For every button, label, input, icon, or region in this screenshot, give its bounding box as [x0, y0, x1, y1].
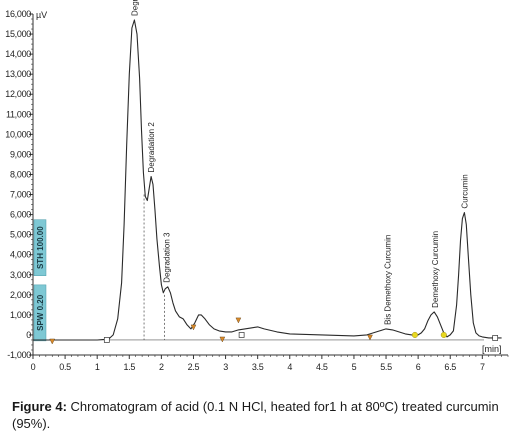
integration-marker: [238, 332, 245, 338]
integration-marker: [103, 337, 110, 343]
y-tick-label: 7,000: [10, 190, 31, 200]
y-tick-label: 8,000: [10, 169, 31, 179]
y-tick-label: 1,000: [10, 310, 31, 320]
peak-label: Curcumin: [460, 174, 469, 208]
y-tick-label: 9,000: [10, 149, 31, 159]
y-tick-label: 0: [26, 330, 31, 340]
integration-marker: [190, 324, 197, 331]
x-tick-label: 6.5: [444, 362, 456, 372]
x-tick-label: 3.5: [252, 362, 264, 372]
figure-caption: Figure 4: Chromatogram of acid (0.1 N HC…: [12, 398, 512, 432]
y-tick-label: 10,000: [5, 129, 31, 139]
y-tick-label: 2,000: [10, 290, 31, 300]
x-tick-label: 5.5: [380, 362, 392, 372]
y-tick-label: 5,000: [10, 230, 31, 240]
y-unit-label: µV: [36, 10, 47, 20]
chromatogram-trace: [33, 19, 502, 341]
integration-marker: [367, 334, 373, 341]
x-tick-label: 6: [416, 362, 421, 372]
peak-label: Degradation 1: [130, 0, 139, 16]
peak-label: Degradation 3: [163, 232, 172, 283]
y-tick-label: 3,000: [10, 270, 31, 280]
integration-marker: [235, 317, 242, 324]
y-tick-label: 15,000: [5, 29, 31, 39]
parameter-box: [33, 219, 47, 276]
peak-label: Demethoxy Curcumin: [431, 231, 440, 308]
x-tick-label: 0: [31, 362, 36, 372]
x-tick-label: 3: [223, 362, 228, 372]
parameter-box: [33, 284, 47, 342]
y-tick-label: 16,000: [5, 9, 31, 19]
x-tick-label: 2.5: [188, 362, 200, 372]
y-tick-label: 12,000: [5, 89, 31, 99]
y-tick-label: -1,000: [7, 350, 31, 360]
y-tick-label: 11,000: [6, 109, 31, 119]
x-tick-label: 2: [159, 362, 164, 372]
y-tick-label: 13,000: [5, 69, 31, 79]
x-tick-label: 4: [287, 362, 292, 372]
figure-caption-text: Chromatogram of acid (0.1 N HCl, heated …: [12, 399, 499, 431]
peak-label: Bis Demethoxy Curcumin: [383, 235, 392, 325]
chromatogram-chart: -1,000 0 1,000 2,000 3,000 4,000 5,000 6,000 7,0…: [5, 0, 509, 372]
figure-label: Figure 4:: [12, 399, 67, 414]
integration-marker: [411, 331, 418, 338]
y-tick-label: 14,000: [5, 49, 31, 59]
x-tick-label: 7: [480, 362, 485, 372]
x-tick-label: 4.5: [316, 362, 328, 372]
integration-marker: [492, 335, 499, 341]
y-tick-label: 4,000: [10, 250, 31, 260]
peak-label: Degradation 2: [147, 122, 156, 173]
integration-marker: [219, 336, 226, 343]
x-unit-label: [min]: [482, 344, 502, 354]
parameter-label: SPW 0.20: [36, 294, 45, 331]
integration-marker: [49, 338, 56, 345]
x-tick-label: 1: [95, 362, 100, 372]
integration-marker: [440, 331, 447, 338]
parameter-label: STH 100.00: [36, 226, 45, 269]
x-tick-label: 0.5: [59, 362, 71, 372]
x-tick-label: 5: [352, 362, 357, 372]
x-tick-label: 1.5: [123, 362, 135, 372]
chromatogram-svg: -1,00001,0002,0003,0004,0005,0006,0007,0…: [5, 0, 509, 372]
y-tick-label: 6,000: [10, 210, 31, 220]
